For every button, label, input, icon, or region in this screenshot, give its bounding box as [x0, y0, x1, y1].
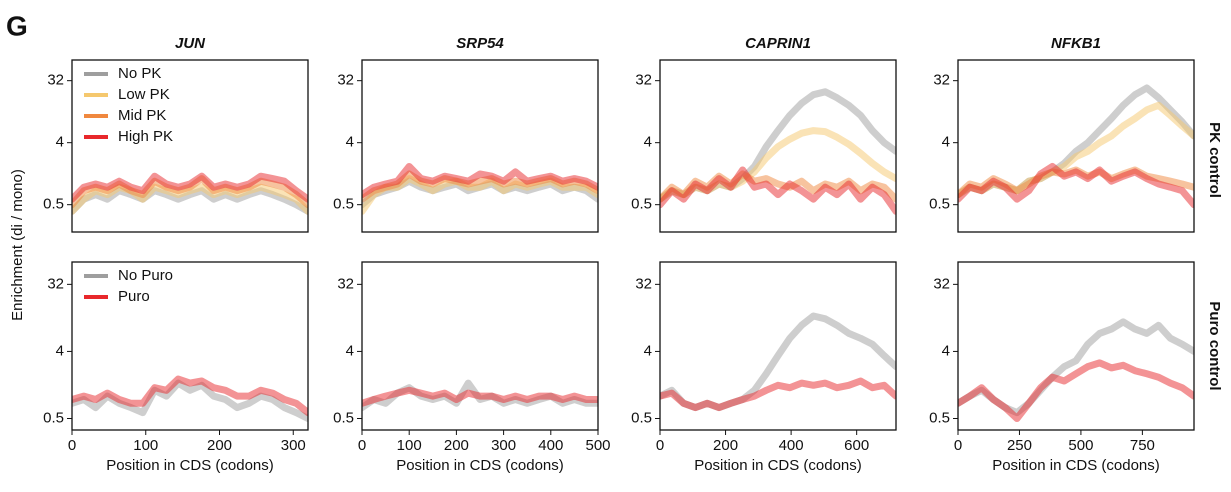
y-tick-label: 32: [47, 72, 64, 89]
x-tick-label: 100: [133, 437, 158, 454]
x-tick-label: 300: [281, 437, 306, 454]
figure-label: G: [6, 10, 28, 41]
plot-frame: [71, 261, 309, 431]
y-tick-label: 0.5: [43, 409, 64, 426]
legend-label: No PK: [118, 65, 161, 82]
x-tick-label: 500: [585, 437, 610, 454]
x-tick-label: 200: [207, 437, 232, 454]
series-group: [958, 84, 1194, 209]
x-axis-label: Position in CDS (codons): [106, 457, 274, 474]
plot-frame: [957, 59, 1195, 233]
series-group: [362, 379, 598, 412]
plot-frame: [361, 59, 599, 233]
series-line: [660, 312, 896, 412]
x-axis-label: Position in CDS (codons): [992, 457, 1160, 474]
series-line: [660, 166, 896, 215]
y-tick-label: 4: [942, 134, 950, 151]
row-label: Puro control: [1206, 301, 1223, 390]
y-tick-label: 4: [644, 342, 652, 359]
series-line: [362, 386, 598, 407]
x-tick-label: 200: [713, 437, 738, 454]
x-tick-label: 400: [779, 437, 804, 454]
x-tick-label: 0: [656, 437, 664, 454]
x-tick-label: 100: [397, 437, 422, 454]
row-label: PK control: [1206, 122, 1223, 198]
x-axis-label: Position in CDS (codons): [694, 457, 862, 474]
legend-label: Puro: [118, 288, 150, 305]
x-tick-label: 500: [1068, 437, 1093, 454]
y-tick-label: 32: [933, 72, 950, 89]
panel-title: SRP54: [456, 35, 504, 52]
series-group: [958, 318, 1194, 422]
y-tick-label: 4: [56, 134, 64, 151]
plot-frame: [659, 59, 897, 233]
y-tick-label: 32: [47, 275, 64, 292]
panel-title: JUN: [175, 35, 206, 52]
y-tick-label: 0.5: [333, 409, 354, 426]
x-tick-label: 0: [358, 437, 366, 454]
y-tick-label: 0.5: [631, 409, 652, 426]
panel-title: NFKB1: [1051, 35, 1101, 52]
series-group: [660, 88, 896, 215]
series-line: [72, 379, 308, 422]
series-line: [660, 377, 896, 412]
series-group: [72, 375, 308, 422]
legend-label: High PK: [118, 128, 173, 145]
legend-label: Low PK: [118, 86, 170, 103]
series-line: [958, 163, 1194, 209]
x-tick-label: 0: [954, 437, 962, 454]
y-tick-label: 4: [644, 134, 652, 151]
x-tick-label: 250: [1007, 437, 1032, 454]
plot-frame: [659, 261, 897, 431]
y-tick-label: 32: [337, 275, 354, 292]
x-tick-label: 200: [444, 437, 469, 454]
x-tick-label: 300: [491, 437, 516, 454]
series-line: [362, 163, 598, 199]
y-tick-label: 4: [56, 342, 64, 359]
x-tick-label: 400: [538, 437, 563, 454]
y-tick-label: 32: [635, 72, 652, 89]
legend-label: No Puro: [118, 267, 173, 284]
y-axis-label: Enrichment (di / mono): [9, 169, 26, 321]
plot-frame: [957, 261, 1195, 431]
series-line: [72, 375, 308, 417]
y-tick-label: 0.5: [929, 409, 950, 426]
x-tick-label: 750: [1130, 437, 1155, 454]
plot-frame: [361, 261, 599, 431]
y-tick-label: 32: [933, 275, 950, 292]
series-line: [72, 187, 308, 215]
plot-frame: [71, 59, 309, 233]
legend-label: Mid PK: [118, 107, 166, 124]
y-tick-label: 32: [337, 72, 354, 89]
y-tick-label: 4: [942, 342, 950, 359]
y-tick-label: 32: [635, 275, 652, 292]
y-tick-label: 0.5: [929, 196, 950, 213]
series-group: [362, 163, 598, 215]
series-group: [72, 172, 308, 215]
y-tick-label: 4: [346, 342, 354, 359]
x-tick-label: 600: [844, 437, 869, 454]
series-line: [72, 172, 308, 203]
y-tick-label: 0.5: [333, 196, 354, 213]
series-group: [660, 312, 896, 412]
y-tick-label: 0.5: [43, 196, 64, 213]
y-tick-label: 0.5: [631, 196, 652, 213]
series-line: [958, 359, 1194, 422]
y-tick-label: 4: [346, 134, 354, 151]
x-axis-label: Position in CDS (codons): [396, 457, 564, 474]
panel-title: CAPRIN1: [745, 35, 811, 52]
x-tick-label: 0: [68, 437, 76, 454]
